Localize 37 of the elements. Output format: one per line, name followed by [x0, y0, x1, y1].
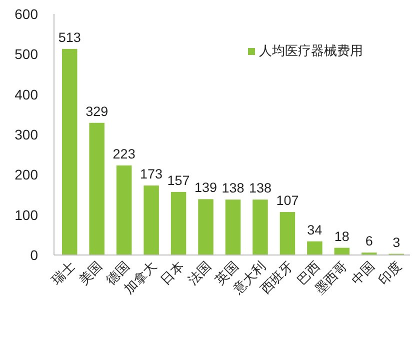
- data-label: 34: [307, 222, 323, 238]
- data-label: 513: [58, 30, 81, 45]
- data-label: 139: [194, 180, 218, 196]
- bar: [62, 48, 78, 255]
- y-tick-label: 400: [14, 86, 38, 102]
- data-label: 6: [365, 234, 373, 249]
- y-tick-label: 500: [14, 46, 38, 62]
- x-tick-label: 日本: [158, 258, 187, 288]
- data-label: 157: [167, 172, 190, 188]
- y-tick-label: 600: [14, 6, 38, 22]
- bar: [89, 122, 104, 255]
- y-tick-label: 200: [14, 166, 38, 183]
- bar: [116, 165, 132, 255]
- x-tick-label: 美国: [76, 258, 105, 288]
- bar: [170, 192, 186, 255]
- data-label: 138: [248, 180, 272, 196]
- data-label: 173: [140, 166, 163, 182]
- data-label: 223: [112, 146, 136, 162]
- bar: [144, 186, 159, 255]
- bar: [225, 200, 241, 255]
- data-label: 18: [334, 228, 350, 244]
- legend-label: 人均医疗器械费用: [259, 43, 363, 58]
- bar: [252, 200, 268, 255]
- data-label: 3: [392, 234, 400, 250]
- x-tick-label: 法国: [184, 258, 214, 288]
- y-tick-label: 300: [14, 126, 38, 142]
- data-label: 329: [86, 104, 108, 119]
- bar: [307, 241, 322, 255]
- data-label: 107: [276, 193, 299, 208]
- y-tick-label: 100: [14, 206, 38, 223]
- x-tick-label: 中国: [348, 258, 378, 288]
- bar: [198, 199, 214, 255]
- bar: [280, 212, 296, 255]
- x-tick-label: 印度: [376, 258, 405, 288]
- x-tick-label: 瑞士: [48, 258, 78, 288]
- y-tick-label: 0: [30, 247, 38, 263]
- data-label: 138: [222, 180, 244, 196]
